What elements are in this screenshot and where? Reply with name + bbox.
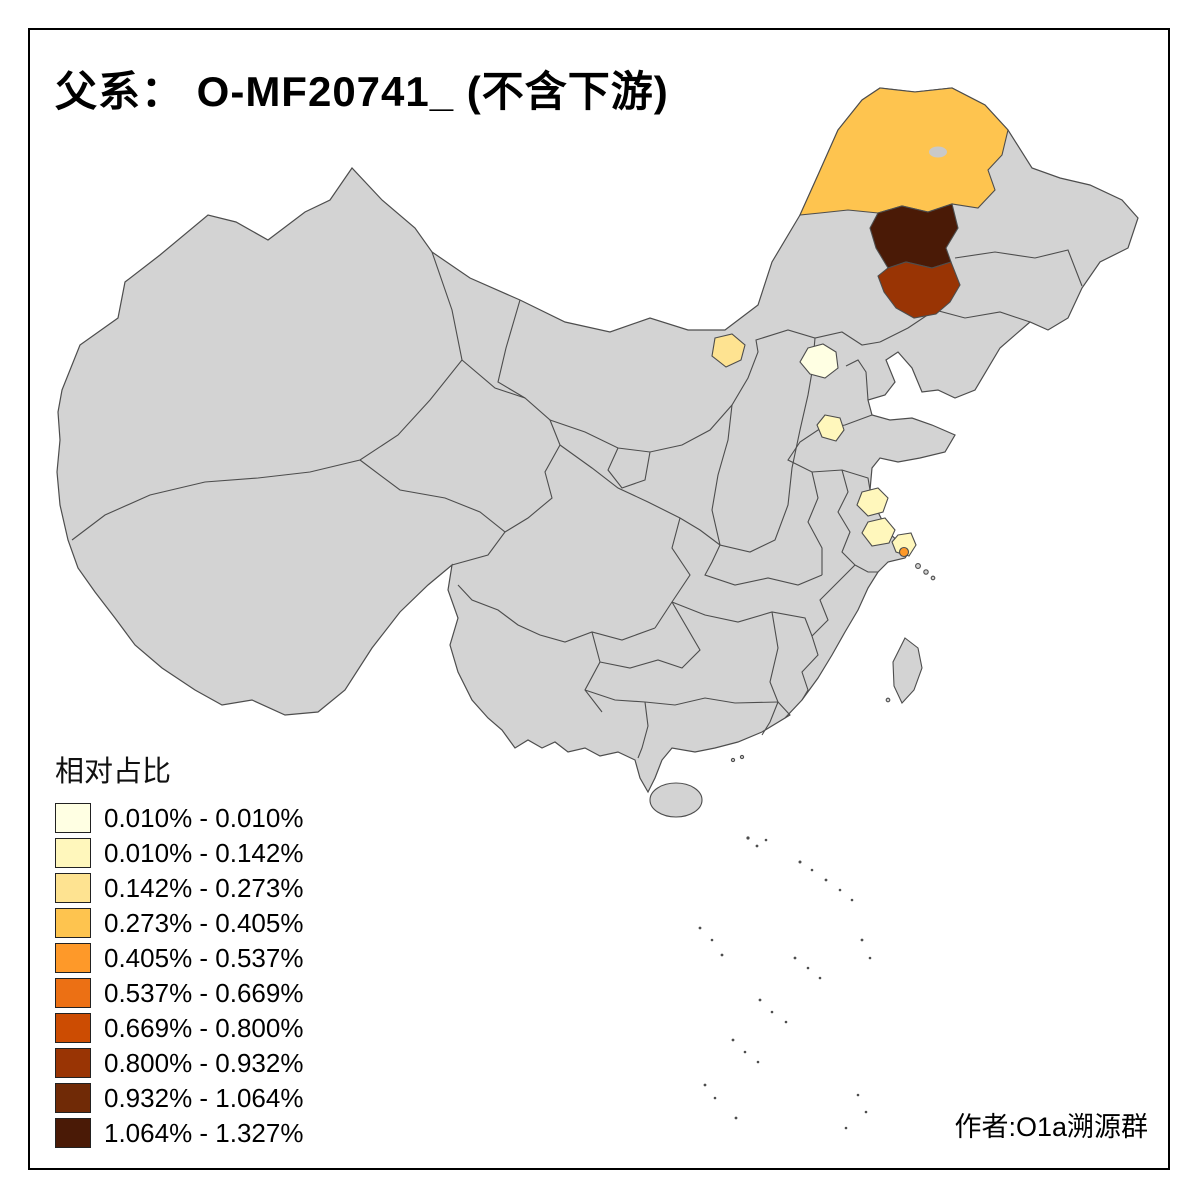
islands-group (649, 563, 936, 818)
region-shandong-spot (816, 414, 845, 442)
attribution: 作者:O1a溯源群 (954, 1112, 1148, 1142)
legend-item: 0.669% - 0.800% (55, 1012, 303, 1044)
province-borders (71, 249, 1083, 759)
legend-swatch (55, 803, 91, 833)
legend-label: 0.273% - 0.405% (104, 907, 304, 938)
legend-label: 0.932% - 1.064% (104, 1082, 304, 1113)
legend-label: 0.142% - 0.273% (104, 872, 304, 903)
legend-item: 0.010% - 0.142% (55, 837, 303, 869)
legend-swatch (55, 838, 91, 868)
south-china-sea-islets (698, 836, 872, 1130)
legend-item: 0.800% - 0.932% (55, 1047, 303, 1079)
legend-title: 相对占比 (55, 756, 172, 788)
region-north-small (711, 333, 746, 368)
legend-item: 0.932% - 1.064% (55, 1082, 303, 1114)
legend-swatch (55, 873, 91, 903)
legend-swatch (55, 943, 91, 973)
legend-swatch (55, 1013, 91, 1043)
legend-swatch (55, 978, 91, 1008)
legend-item: 0.405% - 0.537% (55, 942, 303, 974)
legend-swatch (55, 1083, 91, 1113)
legend-swatch (55, 1118, 91, 1148)
legend-item: 0.142% - 0.273% (55, 872, 303, 904)
legend-item: 0.537% - 0.669% (55, 977, 303, 1009)
hulun-lake (929, 146, 947, 158)
highlight-regions (711, 87, 1009, 558)
mainland-shape (56, 87, 1139, 794)
legend-label: 0.800% - 0.932% (104, 1047, 304, 1078)
region-delta-spot (891, 532, 917, 557)
legend-label: 0.010% - 0.010% (104, 802, 304, 833)
legend-label: 0.669% - 0.800% (104, 1012, 304, 1043)
region-jiangsu-spot-1 (856, 487, 889, 517)
legend-item: 1.064% - 1.327% (55, 1117, 303, 1149)
legend-swatch (55, 1048, 91, 1078)
legend-label: 0.537% - 0.669% (104, 977, 304, 1008)
region-north-dark-upper (869, 203, 959, 269)
region-jiangsu-spot-2 (861, 517, 896, 547)
legend: 相对占比 0.010% - 0.010% 0.010% - 0.142% 0.1… (55, 748, 303, 1152)
region-north-dark-lower (877, 261, 961, 319)
legend-item: 0.010% - 0.010% (55, 802, 303, 834)
legend-rows: 0.010% - 0.010% 0.010% - 0.142% 0.142% -… (55, 802, 303, 1149)
map-title: 父系： O-MF20741_ (不含下游) (55, 68, 669, 115)
hainan-island (649, 782, 703, 818)
legend-swatch (55, 908, 91, 938)
legend-label: 0.405% - 0.537% (104, 942, 304, 973)
legend-item: 0.273% - 0.405% (55, 907, 303, 939)
region-north-large (799, 87, 1009, 216)
taiwan-island (892, 637, 923, 704)
legend-label: 0.010% - 0.142% (104, 837, 304, 868)
region-delta-orange-dot (898, 546, 910, 558)
legend-label: 1.064% - 1.327% (104, 1117, 304, 1148)
region-beijing-area (799, 343, 839, 379)
